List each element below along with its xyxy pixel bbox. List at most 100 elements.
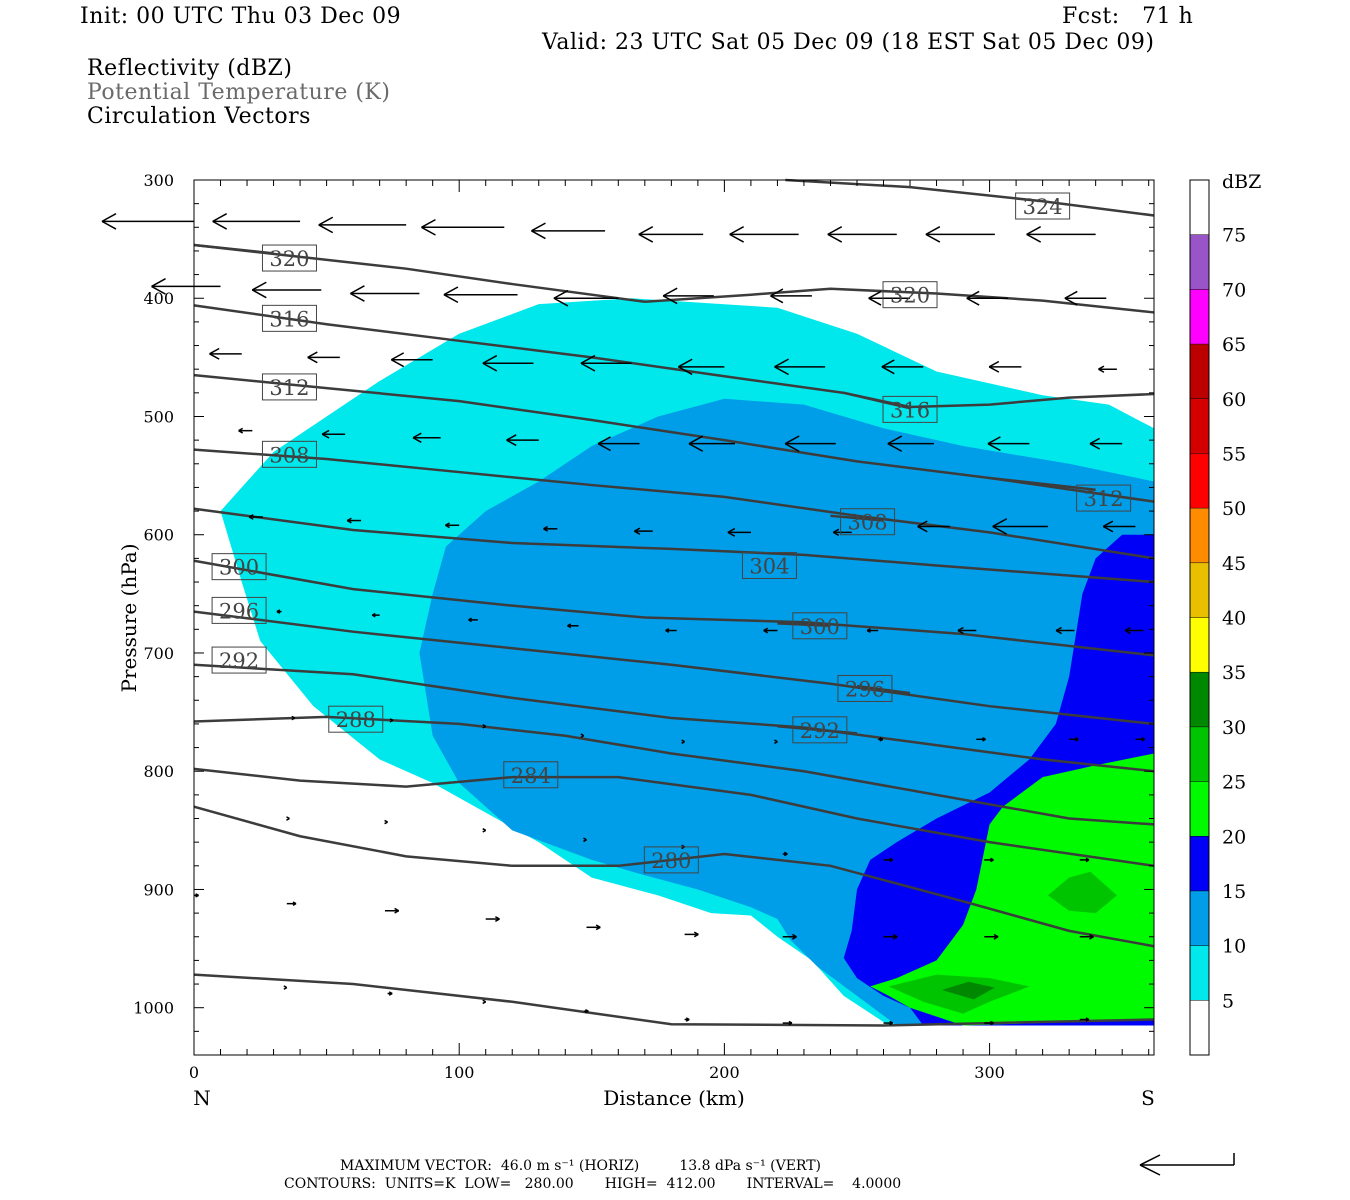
- vector-head: [1064, 290, 1078, 299]
- vector-head: [580, 354, 596, 364]
- vector-head: [634, 527, 641, 532]
- colorbar-label: 35: [1222, 662, 1246, 684]
- vector-arrow: [276, 609, 282, 614]
- vector-head: [195, 894, 199, 898]
- colorbar-label: 5: [1222, 990, 1234, 1012]
- vector-head: [788, 1022, 793, 1026]
- vector-head: [390, 352, 405, 361]
- vector-head: [887, 443, 903, 452]
- vector-arrow: [684, 931, 699, 938]
- vector-head: [307, 356, 318, 364]
- vector-head: [495, 918, 500, 922]
- vector-arrow: [984, 933, 999, 940]
- vector-arrow: [881, 359, 924, 375]
- contour-label: 284: [511, 764, 551, 788]
- field-potential-temperature: Potential Temperature (K): [87, 80, 391, 105]
- vector-head: [1089, 936, 1094, 940]
- vector-head: [638, 233, 654, 243]
- contour-label-box: [882, 281, 938, 309]
- vector-head: [445, 524, 450, 529]
- vector-arrow: [634, 527, 653, 535]
- contour-line: [193, 448, 1155, 560]
- vector-head: [553, 297, 569, 307]
- vector-head: [283, 986, 288, 990]
- vector-head: [443, 286, 459, 296]
- vector-arrow: [976, 736, 986, 742]
- colorbar-segment: [1190, 289, 1209, 345]
- vector-head: [727, 531, 736, 537]
- vector-arrow: [321, 429, 346, 439]
- vector-head: [101, 213, 117, 223]
- contour-label-box: [837, 674, 893, 702]
- vector-arrow: [827, 226, 897, 243]
- vector-head: [992, 518, 1008, 528]
- contour-label-box: [792, 612, 848, 640]
- vector-head: [421, 226, 436, 236]
- contour-label-box: [1076, 484, 1132, 512]
- vector-arrow: [283, 985, 288, 990]
- vector-arrow: [586, 924, 601, 931]
- colorbar-segment: [1190, 180, 1209, 235]
- colorbar-segment: [1190, 836, 1209, 891]
- vector-head: [318, 224, 334, 234]
- colorbar-label: 65: [1222, 334, 1246, 356]
- contour-label: 312: [1084, 487, 1124, 511]
- contour-line: [856, 684, 911, 695]
- vector-head: [889, 859, 894, 863]
- vector-head: [681, 740, 685, 744]
- vector-arrow: [1079, 857, 1090, 863]
- vector-head: [1124, 626, 1131, 632]
- colorbar-title: dBZ: [1222, 171, 1261, 193]
- vector-head: [553, 289, 569, 299]
- contour-line: [193, 805, 1155, 948]
- vector-head: [209, 353, 220, 360]
- vector-head: [685, 1018, 690, 1022]
- y-tick-label: 500: [143, 407, 174, 426]
- init-time: Init: 00 UTC Thu 03 Dec 09: [80, 4, 402, 29]
- contour-label: 308: [848, 511, 888, 535]
- contour-line: [193, 507, 1155, 584]
- colorbar: 5 10 15 20 25 30 35 40 45 50 55 60 65 70 75 dBZ: [1189, 171, 1261, 1056]
- vector-head: [990, 859, 994, 863]
- vector-head: [881, 366, 895, 375]
- vector-head: [1026, 233, 1042, 243]
- vector-head: [662, 295, 678, 305]
- vector-head: [482, 354, 498, 364]
- contour-label: 300: [800, 615, 840, 639]
- colorbar-segment: [1190, 617, 1209, 673]
- contour-label-box: [261, 440, 317, 468]
- vector-arrow: [384, 819, 388, 825]
- vector-head: [662, 287, 678, 297]
- vector-arrow: [883, 1020, 894, 1026]
- colorbar-label: 40: [1222, 608, 1246, 630]
- colorbar-segment: [1190, 398, 1209, 454]
- vector-head: [638, 226, 654, 236]
- vector-head: [567, 625, 572, 629]
- colorbar-label: 50: [1222, 498, 1246, 520]
- vector-head: [321, 433, 330, 439]
- vector-arrow: [684, 1017, 690, 1022]
- vector-arrow: [194, 893, 199, 898]
- y-tick-label: 1000: [133, 999, 174, 1018]
- vector-arrow: [251, 281, 322, 299]
- vector-arrow: [286, 816, 290, 821]
- contour-label: 304: [749, 554, 789, 578]
- vector-head: [390, 359, 405, 368]
- vector-arrow: [662, 287, 714, 305]
- contour-line: [193, 304, 1155, 409]
- vector-arrow: [917, 520, 950, 533]
- vector-head: [881, 359, 895, 368]
- colorbar-label: 45: [1222, 553, 1246, 575]
- vector-arrow: [988, 360, 1022, 373]
- vector-arrow: [101, 213, 194, 230]
- vector-head: [827, 226, 843, 236]
- vector-arrow: [966, 290, 1009, 306]
- vector-head: [506, 434, 517, 441]
- vector-head: [987, 443, 1001, 452]
- x-tick-label: 100: [444, 1063, 475, 1082]
- vector-head: [580, 362, 596, 372]
- vector-head: [384, 821, 388, 825]
- vector-head: [992, 525, 1008, 535]
- vector-head: [597, 436, 611, 445]
- contour-line: [989, 476, 1096, 492]
